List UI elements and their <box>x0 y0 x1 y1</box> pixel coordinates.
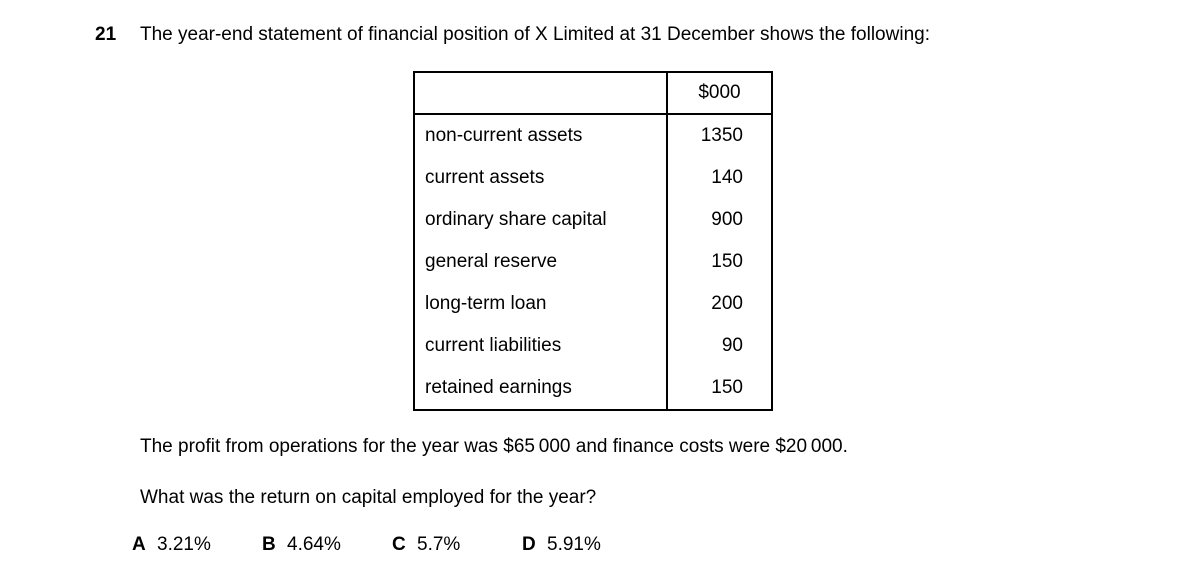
table-header-value-cell: $000 <box>698 82 741 103</box>
row-label: retained earnings <box>415 367 668 409</box>
option-letter: C <box>392 534 406 555</box>
table-row: long-term loan 200 <box>415 283 771 325</box>
row-label: ordinary share capital <box>415 199 668 241</box>
row-label: non-current assets <box>415 115 668 157</box>
option-letter: B <box>262 534 276 555</box>
row-label: current liabilities <box>415 325 668 367</box>
row-value: 150 <box>711 377 743 398</box>
row-value: 900 <box>711 209 743 230</box>
option-c: C 5.7% <box>392 534 522 556</box>
table-row: current assets 140 <box>415 157 771 199</box>
table-row: general reserve 150 <box>415 241 771 283</box>
table-row: non-current assets 1350 <box>415 115 771 157</box>
option-d: D 5.91% <box>522 534 652 556</box>
row-label: long-term loan <box>415 283 668 325</box>
row-value: 200 <box>711 293 743 314</box>
financial-position-table: $000 non-current assets 1350 current ass… <box>413 71 773 411</box>
table-row: ordinary share capital 900 <box>415 199 771 241</box>
profit-paragraph: The profit from operations for the year … <box>140 436 848 457</box>
option-a: A 3.21% <box>132 534 262 556</box>
row-label: general reserve <box>415 241 668 283</box>
row-value: 140 <box>711 167 743 188</box>
question-paragraph: What was the return on capital employed … <box>140 487 597 508</box>
option-value: 5.91% <box>547 534 601 555</box>
table-row: current liabilities 90 <box>415 325 771 367</box>
question-stem: The year-end statement of financial posi… <box>140 24 930 45</box>
option-value: 5.7% <box>417 534 461 555</box>
table-header-row: $000 <box>415 73 771 115</box>
question-number: 21 <box>95 24 117 45</box>
row-value: 1350 <box>700 125 743 146</box>
option-letter: D <box>522 534 536 555</box>
row-label: current assets <box>415 157 668 199</box>
row-value: 150 <box>711 251 743 272</box>
table-header-label-cell <box>415 73 668 113</box>
row-value: 90 <box>721 335 743 356</box>
option-letter: A <box>132 534 146 555</box>
question-stem-row: 21 The year-end statement of financial p… <box>95 24 930 46</box>
option-b: B 4.64% <box>262 534 392 556</box>
table-row: retained earnings 150 <box>415 367 771 409</box>
option-value: 4.64% <box>287 534 341 555</box>
answer-options: A 3.21% B 4.64% C 5.7% D 5.91% <box>132 534 652 556</box>
option-value: 3.21% <box>157 534 211 555</box>
